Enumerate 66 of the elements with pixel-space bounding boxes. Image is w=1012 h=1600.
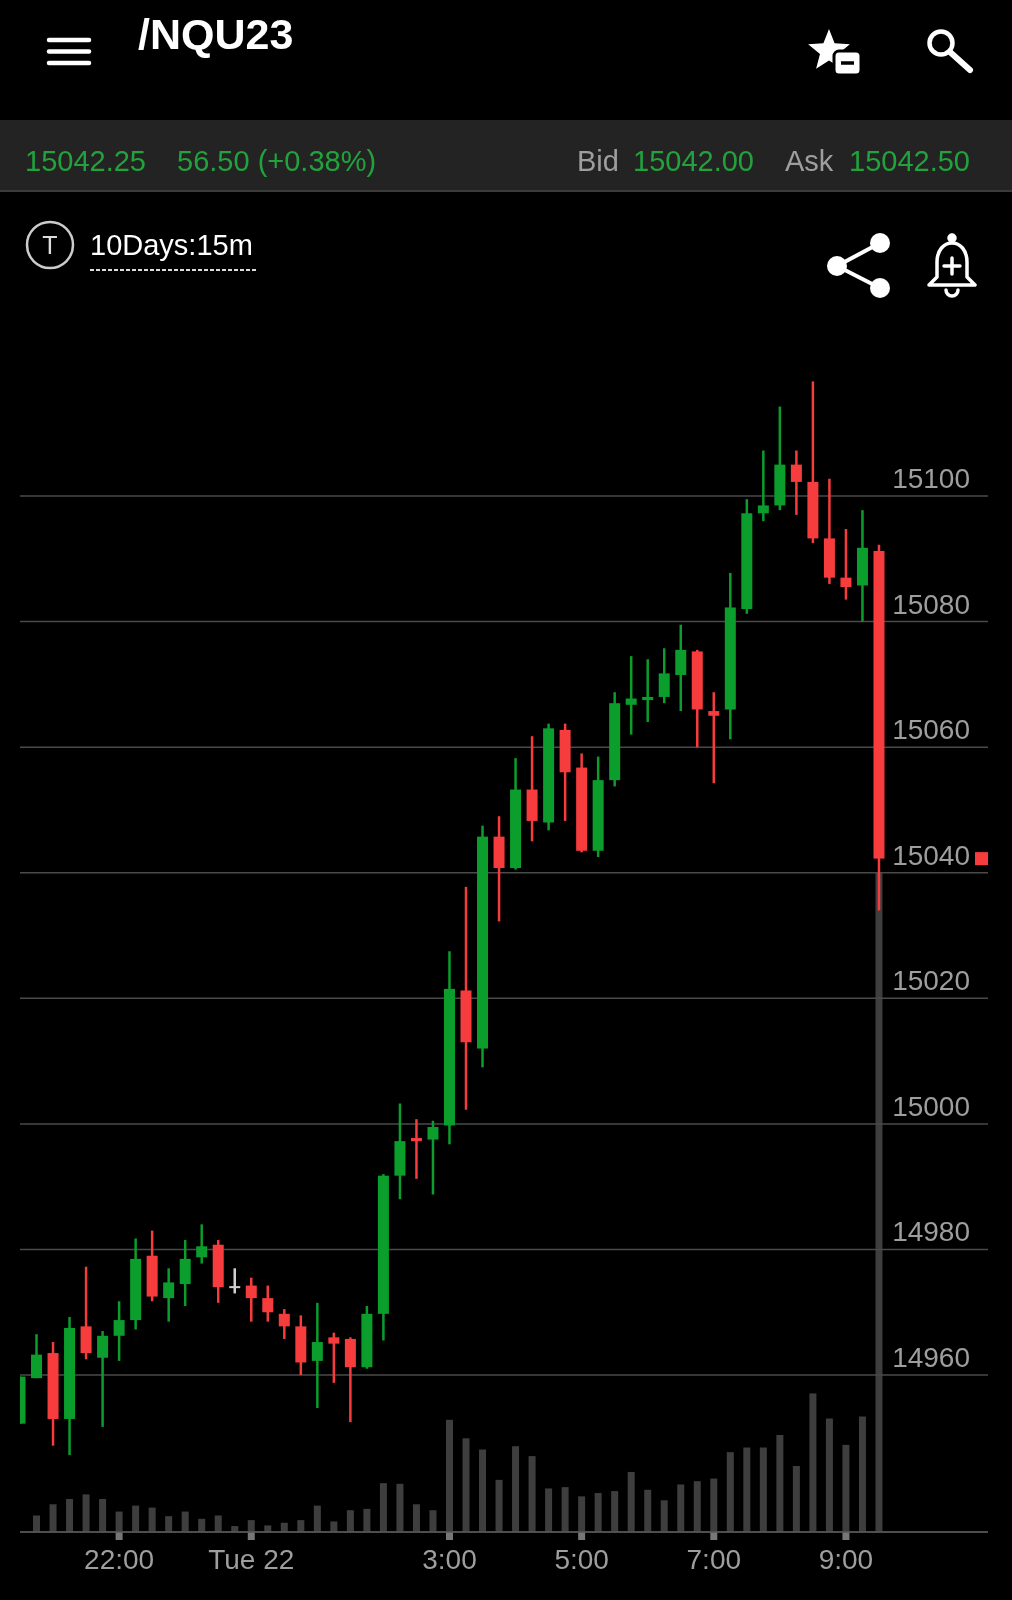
bar xyxy=(693,1481,701,1532)
bar xyxy=(198,1518,206,1532)
chart-title: /NQU23 xyxy=(138,10,294,58)
bar xyxy=(858,1416,866,1532)
y-tick-label: 15100 xyxy=(892,463,970,495)
annotation: 56.50 (+0.38%) xyxy=(177,145,377,177)
bar xyxy=(330,1521,338,1532)
bar xyxy=(379,1483,387,1532)
bar xyxy=(165,1516,173,1532)
bar xyxy=(297,1520,305,1532)
x-tick-label: 22:00 xyxy=(84,1544,155,1575)
y-tick-label: 15020 xyxy=(892,965,970,997)
y-tick-label: 15080 xyxy=(892,588,970,620)
bar xyxy=(561,1487,569,1532)
bar xyxy=(412,1504,420,1532)
bar xyxy=(396,1483,404,1532)
bar xyxy=(479,1449,487,1532)
annotation: Bid xyxy=(577,145,619,177)
bar xyxy=(660,1500,668,1532)
annotation: 15042.25 xyxy=(25,145,146,177)
y-tick-label: 15060 xyxy=(892,714,970,746)
bar xyxy=(644,1489,652,1532)
bar xyxy=(99,1499,107,1532)
x-tick-label: 7:00 xyxy=(686,1544,742,1575)
bar xyxy=(809,1393,817,1532)
bar xyxy=(148,1507,156,1532)
annotation: Ask xyxy=(785,145,834,177)
x-tick-label: 5:00 xyxy=(554,1544,609,1575)
bar xyxy=(462,1438,470,1532)
annotation: T xyxy=(42,231,58,259)
bar xyxy=(429,1510,437,1532)
annotation: 10Days:15m xyxy=(90,229,253,261)
bar xyxy=(512,1446,520,1532)
bar xyxy=(743,1447,751,1532)
bar xyxy=(132,1505,140,1532)
bar xyxy=(82,1494,90,1532)
bar xyxy=(627,1471,635,1532)
bar xyxy=(495,1479,503,1532)
bar xyxy=(594,1493,602,1532)
x-tick-label: 9:00 xyxy=(818,1544,874,1575)
y-tick-label: 14960 xyxy=(892,1342,970,1374)
y-tick-label: 15040 xyxy=(892,839,970,871)
bar xyxy=(776,1434,784,1532)
bar xyxy=(181,1511,189,1532)
bar xyxy=(611,1491,619,1532)
annotation: 15042.00 xyxy=(633,145,754,177)
annotation: 15042.50 xyxy=(849,145,970,177)
bar xyxy=(792,1466,800,1532)
bar xyxy=(313,1505,321,1532)
bar xyxy=(49,1504,57,1532)
bar xyxy=(214,1515,222,1532)
bar xyxy=(726,1452,734,1532)
x-tick-label: Tue 22 xyxy=(208,1544,295,1575)
bar xyxy=(363,1508,371,1532)
bar xyxy=(264,1525,272,1532)
bar xyxy=(33,1515,41,1532)
bar xyxy=(545,1488,553,1532)
y-tick-label: 15000 xyxy=(892,1090,970,1122)
bar xyxy=(759,1447,767,1532)
x-tick-label: 3:00 xyxy=(422,1544,477,1575)
y-tick-label: 14980 xyxy=(892,1216,970,1248)
bar xyxy=(66,1499,74,1532)
bar xyxy=(346,1510,354,1532)
bar xyxy=(677,1484,685,1532)
bar xyxy=(825,1418,833,1532)
bar xyxy=(528,1456,536,1532)
